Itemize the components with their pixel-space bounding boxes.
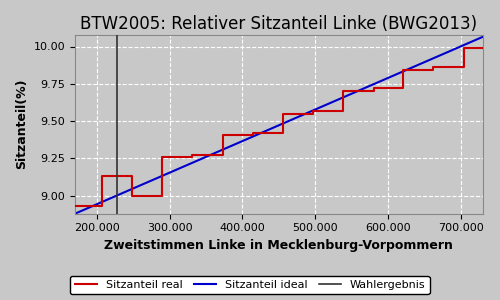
Sitzanteil real (370, 86, 376, 90)
Y-axis label: Sitzanteil(%): Sitzanteil(%) (15, 79, 28, 170)
Sitzanteil real (310, 112, 316, 116)
Sitzanteil real (340, 89, 346, 93)
Title: BTW2005: Relativer Sitzanteil Linke (BWG2013): BTW2005: Relativer Sitzanteil Linke (BWG… (80, 15, 477, 33)
Sitzanteil real (99, 175, 105, 178)
Sitzanteil real (72, 205, 78, 208)
Line: Sitzanteil real: Sitzanteil real (75, 48, 483, 206)
Sitzanteil real (430, 69, 436, 72)
Sitzanteil real (128, 175, 134, 178)
Sitzanteil real (250, 133, 256, 136)
Sitzanteil real (128, 194, 134, 198)
Sitzanteil real (430, 66, 436, 69)
Sitzanteil real (220, 154, 226, 157)
Sitzanteil real (160, 194, 166, 198)
Sitzanteil real (220, 133, 226, 136)
Sitzanteil real (250, 131, 256, 135)
Sitzanteil real (160, 155, 166, 159)
Sitzanteil real (461, 66, 467, 69)
Sitzanteil real (189, 154, 195, 157)
Sitzanteil real (400, 69, 406, 72)
Sitzanteil real (480, 46, 486, 50)
Sitzanteil real (280, 112, 285, 116)
Legend: Sitzanteil real, Sitzanteil ideal, Wahlergebnis: Sitzanteil real, Sitzanteil ideal, Wahle… (70, 276, 430, 294)
X-axis label: Zweitstimmen Linke in Mecklenburg-Vorpommern: Zweitstimmen Linke in Mecklenburg-Vorpom… (104, 239, 454, 252)
Sitzanteil real (280, 131, 285, 135)
Sitzanteil real (400, 86, 406, 90)
Sitzanteil real (189, 155, 195, 159)
Sitzanteil real (99, 205, 105, 208)
Sitzanteil real (370, 89, 376, 93)
Sitzanteil real (461, 46, 467, 50)
Sitzanteil real (310, 109, 316, 112)
Sitzanteil real (340, 109, 346, 112)
